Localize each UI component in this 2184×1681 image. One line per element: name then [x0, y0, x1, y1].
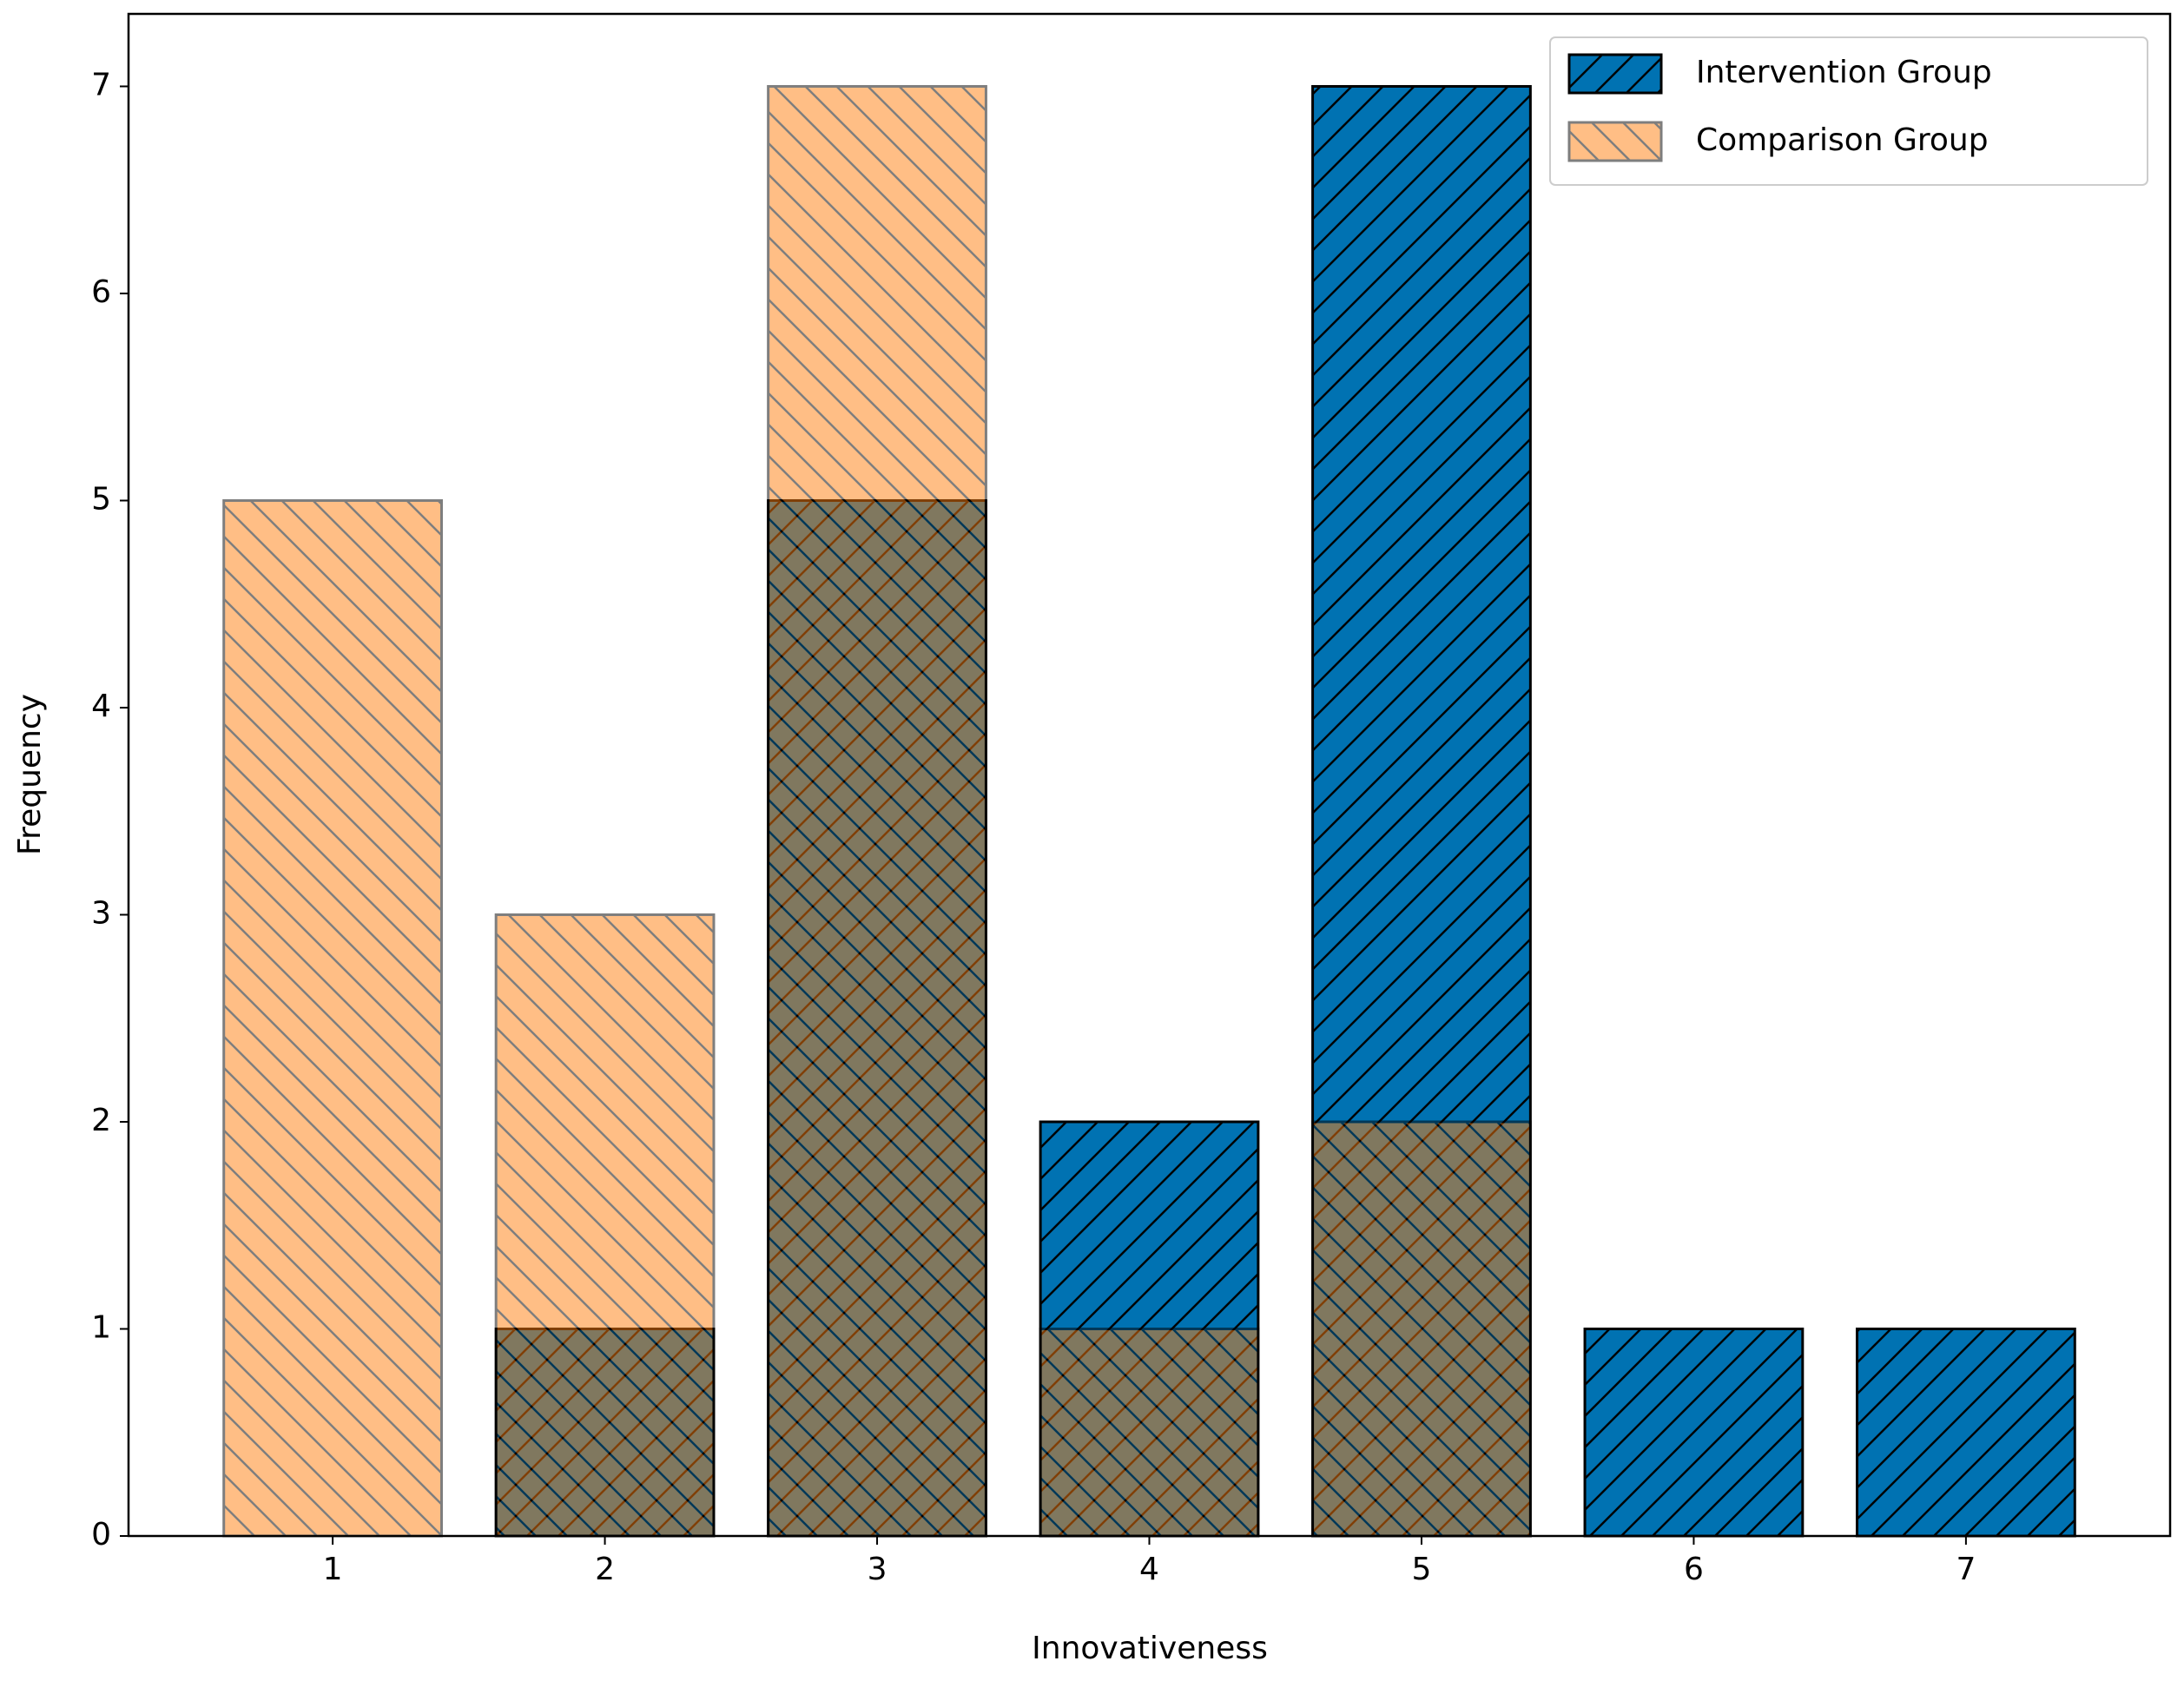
bar [494, 913, 716, 1538]
y-axis-label: Frequency [12, 694, 48, 855]
x-axis-label: Innovativeness [1032, 1631, 1268, 1666]
bar [1311, 1120, 1532, 1538]
bar [767, 84, 987, 1538]
legend-swatch [1567, 53, 1663, 95]
x-tick-label: 4 [1139, 1552, 1159, 1587]
bar [1856, 1327, 2076, 1538]
bar [1583, 1327, 1805, 1538]
y-tick-label: 1 [91, 1309, 111, 1345]
x-tick-label: 5 [1412, 1552, 1432, 1587]
y-tick-label: 5 [91, 481, 111, 517]
bar [222, 498, 443, 1538]
y-tick-label: 2 [91, 1103, 111, 1138]
x-tick-label: 7 [1956, 1552, 1976, 1587]
plot-frame [127, 12, 2172, 1538]
legend-label: Comparison Group [1696, 122, 1989, 158]
y-tick-label: 7 [91, 67, 111, 102]
bar [1039, 1327, 1260, 1538]
x-tick-label: 6 [1684, 1552, 1704, 1587]
y-tick-label: 3 [91, 895, 111, 931]
legend-swatch [1567, 121, 1663, 162]
x-tick-label: 3 [868, 1552, 887, 1587]
legend-label: Intervention Group [1696, 55, 1992, 90]
y-tick-label: 0 [91, 1517, 111, 1552]
x-tick-label: 1 [323, 1552, 343, 1587]
y-tick-label: 6 [91, 274, 111, 310]
y-tick-label: 4 [91, 689, 111, 724]
legend-box [1549, 36, 2148, 186]
x-tick-label: 2 [595, 1552, 615, 1587]
